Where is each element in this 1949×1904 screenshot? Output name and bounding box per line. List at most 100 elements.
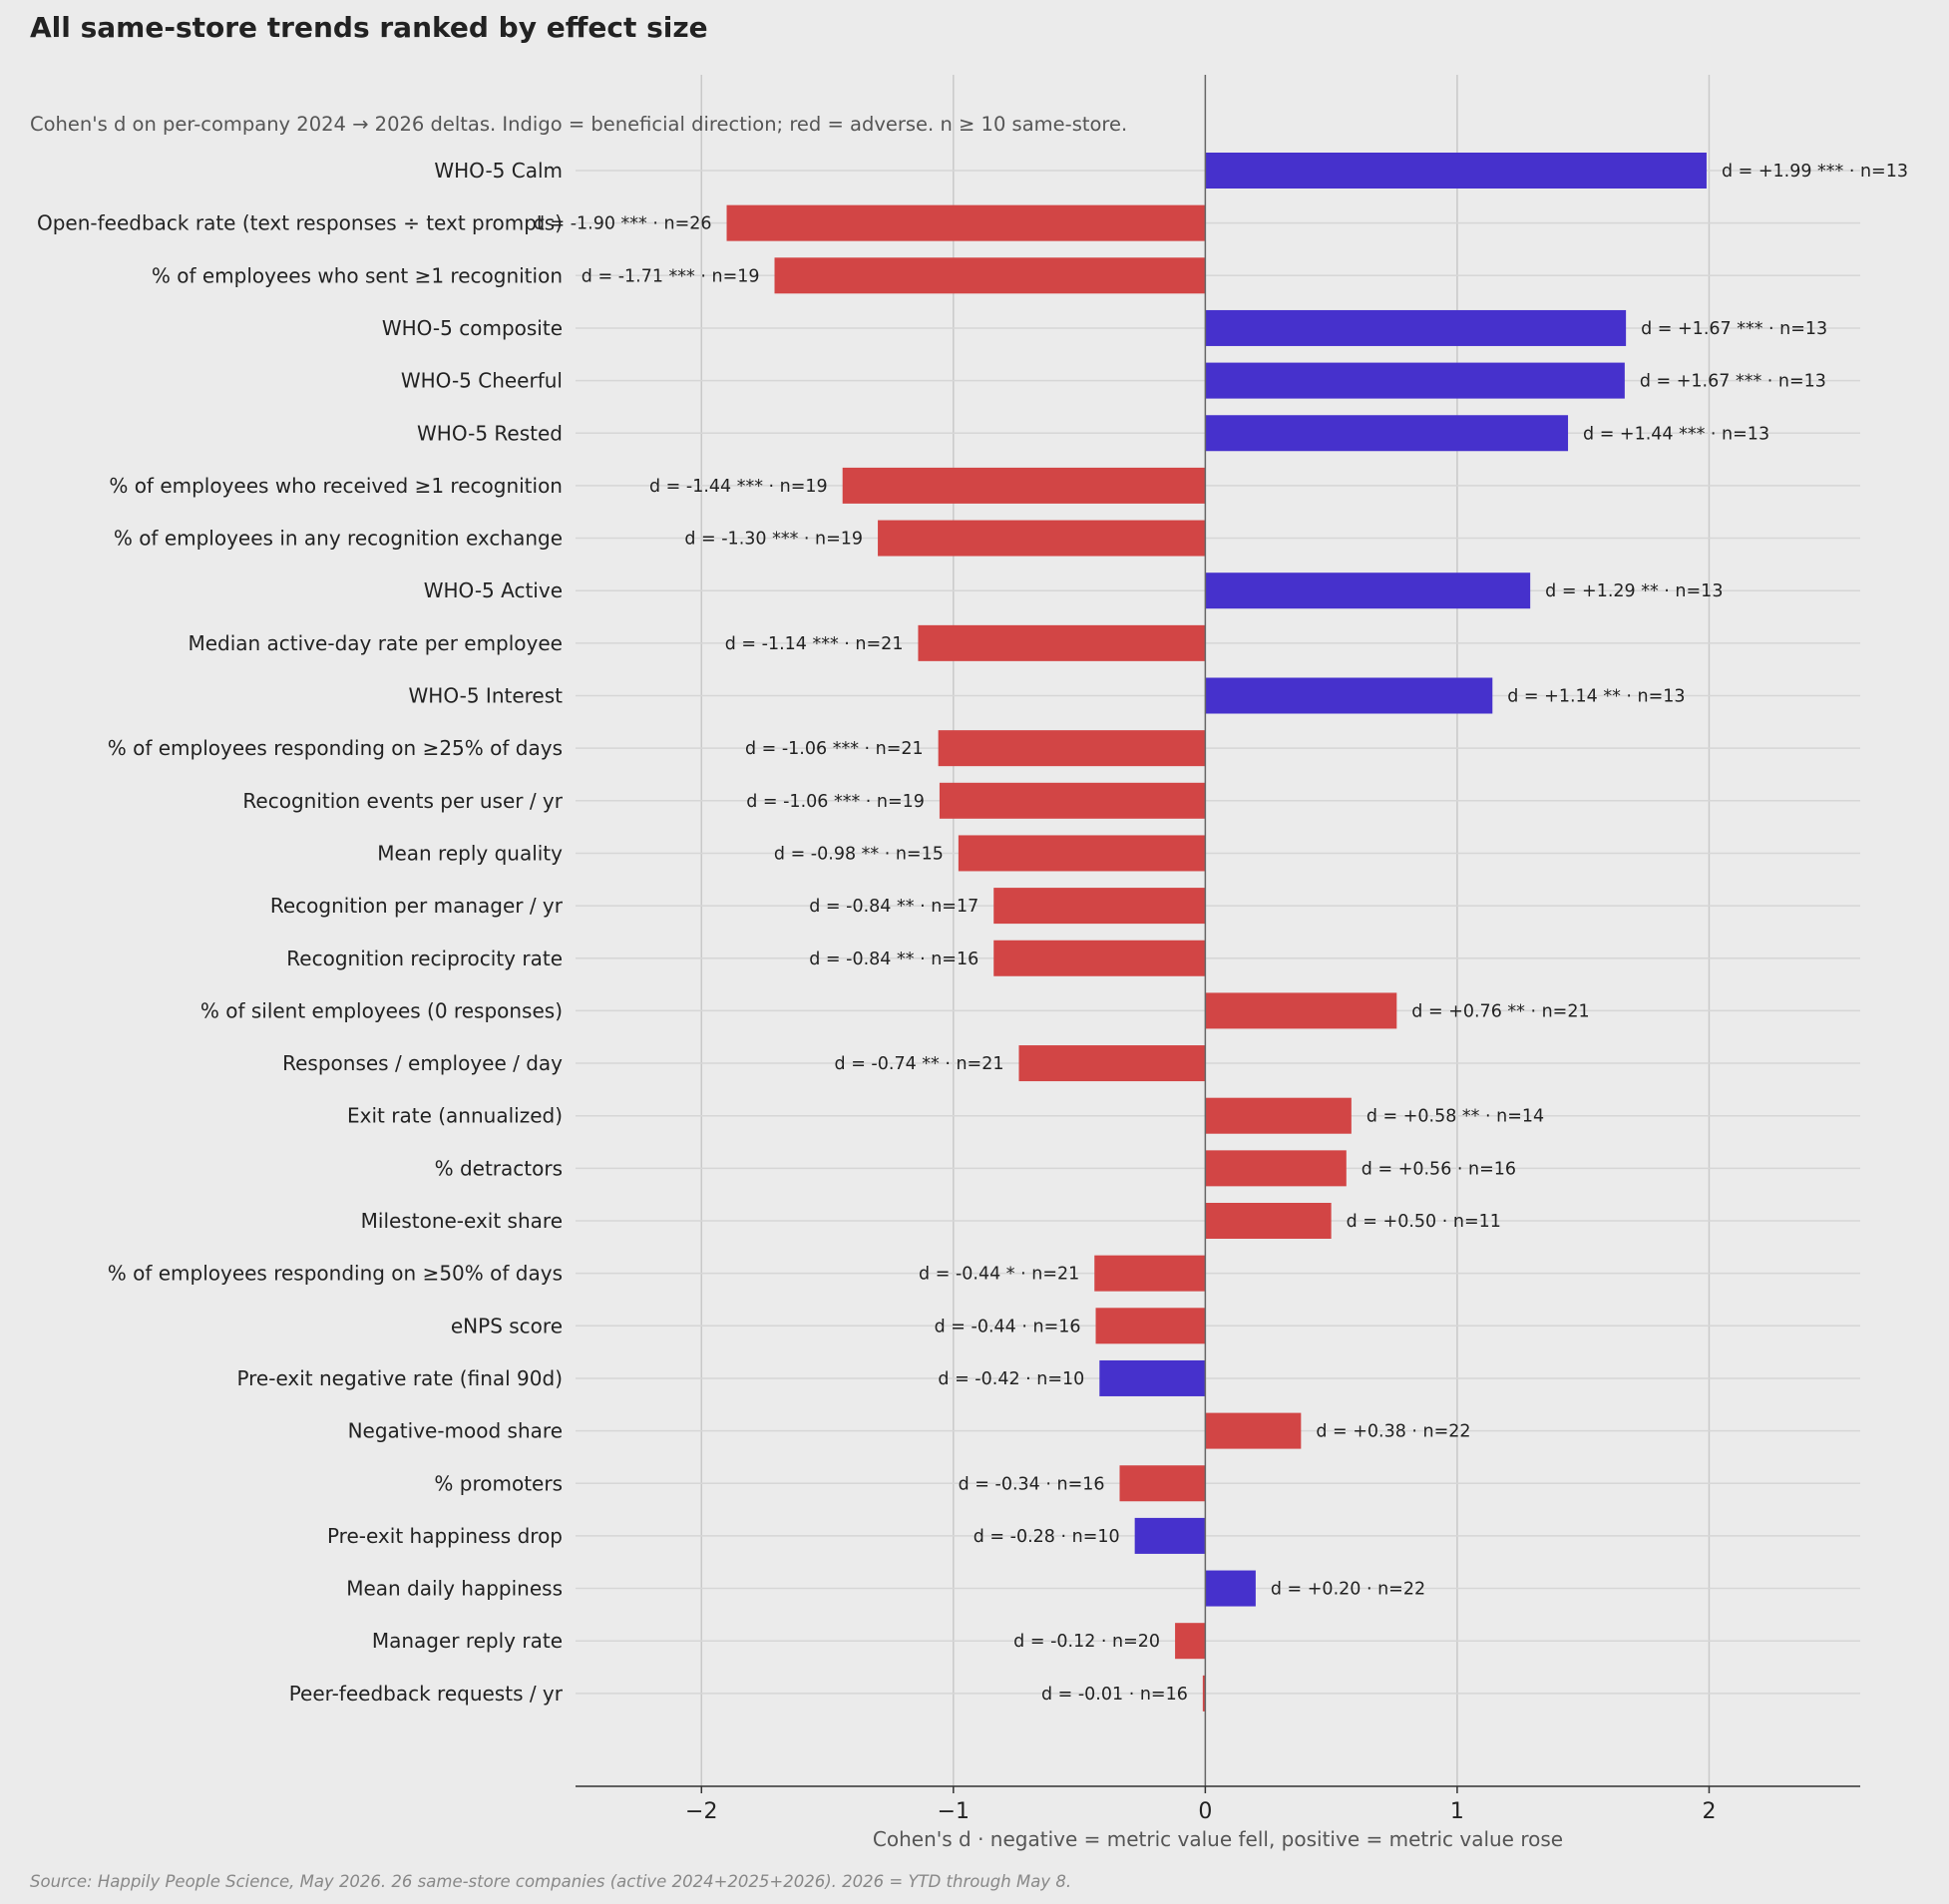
data-label: d = -0.01 · n=16 <box>1041 1685 1188 1705</box>
data-label: d = -1.90 *** · n=26 <box>534 214 712 234</box>
data-label: d = +0.20 · n=22 <box>1271 1580 1425 1600</box>
data-label: d = +0.38 · n=22 <box>1316 1422 1470 1442</box>
category-label: Pre-exit negative rate (final 90d) <box>236 1366 563 1390</box>
data-label: d = +0.56 · n=16 <box>1362 1159 1516 1179</box>
category-label: WHO-5 Rested <box>417 421 563 445</box>
bar <box>1205 572 1531 609</box>
category-label: Recognition per manager / yr <box>270 894 564 918</box>
x-tick-label: −1 <box>938 1799 970 1824</box>
category-label: WHO-5 Interest <box>409 684 564 708</box>
category-label: % detractors <box>435 1156 563 1180</box>
data-label: d = -0.84 ** · n=16 <box>809 950 978 969</box>
data-label: d = +1.67 *** · n=13 <box>1640 372 1826 392</box>
bar <box>939 782 1206 819</box>
source-note: Source: Happily People Science, May 2026… <box>30 1872 1071 1891</box>
category-label: WHO-5 composite <box>382 316 563 340</box>
category-label: % of employees who sent ≥1 recognition <box>152 263 563 287</box>
bars: WHO-5 Calm Open-feedback rate (text respo… <box>37 153 1908 1712</box>
category-label: Mean reply quality <box>377 841 563 865</box>
data-label: d = -1.14 *** · n=21 <box>725 634 904 654</box>
data-label: d = -0.42 · n=10 <box>938 1369 1084 1389</box>
bar <box>993 940 1206 976</box>
data-label: d = -1.06 *** · n=19 <box>746 792 925 812</box>
category-label: % promoters <box>434 1471 563 1495</box>
category-label: % of employees in any recognition exchan… <box>114 527 563 551</box>
data-label: d = +0.50 · n=11 <box>1347 1212 1501 1232</box>
bar <box>918 624 1206 661</box>
bar <box>1134 1517 1206 1554</box>
data-label: d = -1.30 *** · n=19 <box>684 530 863 550</box>
data-label: d = -0.12 · n=20 <box>1013 1632 1160 1652</box>
data-label: d = +1.67 *** · n=13 <box>1641 319 1827 339</box>
bar <box>1119 1465 1206 1502</box>
data-label: d = -0.28 · n=10 <box>974 1527 1120 1547</box>
bar <box>842 467 1206 504</box>
bar <box>1205 153 1707 189</box>
category-label: eNPS score <box>451 1314 563 1337</box>
bar <box>1095 1308 1206 1344</box>
category-label: Manager reply rate <box>372 1629 563 1653</box>
bar <box>993 888 1206 925</box>
bar <box>1205 1412 1302 1449</box>
category-label: Negative-mood share <box>348 1419 563 1443</box>
data-label: d = +0.58 ** · n=14 <box>1366 1107 1544 1127</box>
category-label: % of silent employees (0 responses) <box>200 998 563 1022</box>
bar <box>1018 1045 1206 1082</box>
data-label: d = -0.44 · n=16 <box>935 1317 1081 1336</box>
bar <box>1205 309 1627 346</box>
category-label: % of employees responding on ≥25% of day… <box>108 736 563 760</box>
bar <box>1202 1675 1206 1712</box>
data-label: d = -1.44 *** · n=19 <box>649 477 828 497</box>
bar <box>1205 362 1625 399</box>
x-tick-label: −2 <box>685 1799 717 1824</box>
bar <box>938 730 1206 767</box>
bar <box>1099 1359 1206 1396</box>
category-label: WHO-5 Calm <box>434 159 563 183</box>
data-label: d = +1.14 ** · n=13 <box>1507 687 1685 707</box>
chart-subtitle: Cohen's d on per-company 2024 → 2026 del… <box>30 113 1127 136</box>
bar <box>1205 1150 1347 1187</box>
x-axis-title: Cohen's d · negative = metric value fell… <box>873 1827 1563 1851</box>
data-label: d = -1.71 *** · n=19 <box>582 266 760 286</box>
category-label: Exit rate (annualized) <box>347 1104 563 1128</box>
category-label: Milestone-exit share <box>361 1209 563 1233</box>
bar <box>1175 1623 1206 1660</box>
data-label: d = -1.06 *** · n=21 <box>745 739 924 759</box>
data-label: d = -0.74 ** · n=21 <box>835 1054 1004 1074</box>
category-label: Recognition events per user / yr <box>242 789 563 813</box>
category-label: WHO-5 Cheerful <box>401 369 563 393</box>
x-tick-label: 2 <box>1702 1799 1716 1824</box>
bar <box>878 520 1206 557</box>
bar <box>1205 415 1569 452</box>
bar <box>1205 992 1397 1029</box>
bar <box>726 204 1206 241</box>
bar <box>1094 1255 1206 1292</box>
category-label: Mean daily happiness <box>346 1577 563 1601</box>
category-label: Responses / employee / day <box>282 1051 563 1075</box>
data-label: d = +1.29 ** · n=13 <box>1545 581 1723 601</box>
data-label: d = -0.98 ** · n=15 <box>774 844 944 864</box>
bar <box>1205 1203 1332 1239</box>
data-label: d = -0.34 · n=16 <box>959 1474 1105 1494</box>
x-tick-label: 1 <box>1450 1799 1464 1824</box>
category-label: WHO-5 Active <box>424 578 563 602</box>
data-label: d = +1.99 *** · n=13 <box>1722 162 1908 182</box>
x-tick-label: 0 <box>1198 1799 1212 1824</box>
bar <box>1205 1570 1256 1607</box>
data-label: d = -0.84 ** · n=17 <box>809 897 978 917</box>
data-label: d = -0.44 * · n=21 <box>919 1265 1079 1285</box>
category-label: Open-feedback rate (text responses ÷ tex… <box>37 211 563 235</box>
category-label: Pre-exit happiness drop <box>327 1524 563 1548</box>
category-label: Recognition reciprocity rate <box>286 947 563 970</box>
data-label: d = +0.76 ** · n=21 <box>1411 1001 1589 1021</box>
bar <box>774 257 1206 294</box>
category-label: % of employees who received ≥1 recogniti… <box>109 474 563 498</box>
bar <box>958 835 1206 872</box>
x-axis: −2 −1 0 1 2 <box>576 75 1860 1824</box>
category-label: Median active-day rate per employee <box>188 631 563 655</box>
category-label: Peer-feedback requests / yr <box>289 1682 564 1706</box>
data-label: d = +1.44 *** · n=13 <box>1583 424 1769 444</box>
bar <box>1205 1097 1352 1134</box>
category-label: % of employees responding on ≥50% of day… <box>108 1262 563 1286</box>
